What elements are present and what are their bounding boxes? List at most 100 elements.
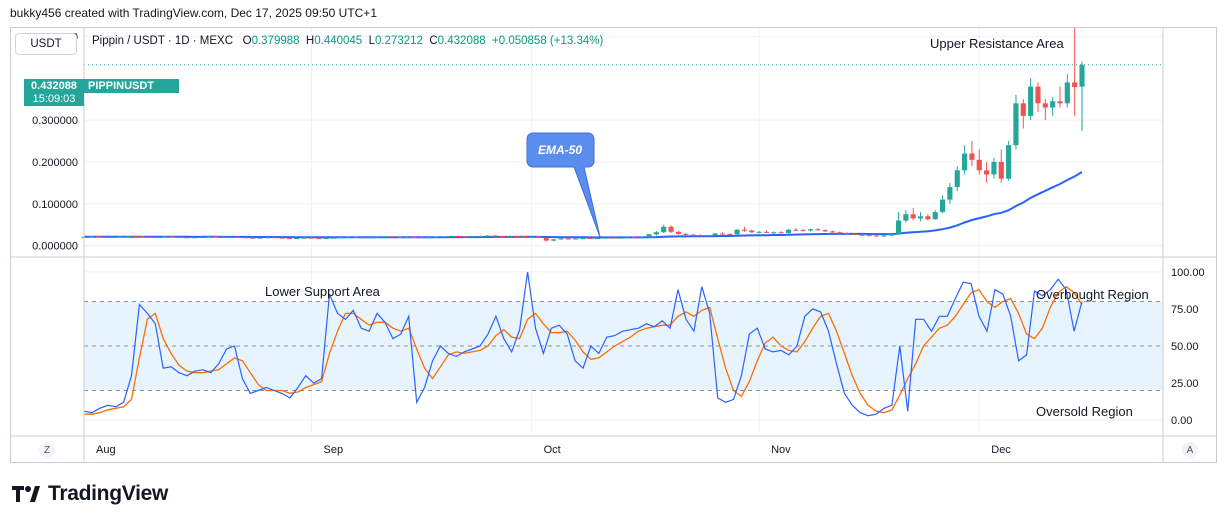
candle-body [822,230,828,232]
candle-body [668,226,674,232]
time-tick-label: Oct [544,444,561,456]
candle-body [543,237,549,241]
candle-body [653,232,659,235]
candle-body [367,237,373,239]
candle-body [837,232,843,234]
candle-body [448,236,454,238]
candle-body [514,236,520,238]
stoch-d-line [84,285,1083,415]
candle-body [499,236,505,238]
legend-high: 0.440045 [314,35,363,47]
legend-symbol: Pippin / USDT · 1D · MEXC [92,35,234,47]
candle-body [925,216,931,220]
candle-body [220,236,226,238]
candle-body [866,235,872,237]
z-button[interactable]: Z [39,442,55,458]
candle-body [1057,101,1063,104]
candle-body [551,239,557,241]
candle-body [257,237,263,239]
candle-body [169,236,175,238]
stoch-tick-label: 50.00 [1171,341,1199,353]
candle-body [345,236,351,238]
candle-body [741,229,748,231]
candle-body [646,234,652,238]
candle-body [154,236,160,238]
candle-body [881,235,887,237]
candle-body [565,238,571,240]
auto-scale-button[interactable]: A [1182,442,1198,458]
candle-body [631,237,637,239]
candle-body [316,238,322,240]
candle-body [778,232,784,234]
lower-support-label: Lower Support Area [265,284,381,299]
candle-body [140,236,146,238]
candle-body [624,237,630,239]
candle-body [587,238,593,240]
candle-body [1013,103,1019,146]
ema-callout-label: EMA-50 [538,143,582,157]
tradingview-logo-text: TradingView [48,482,169,505]
candle-body [308,237,315,239]
upper-resistance-label: Upper Resistance Area [930,36,1064,51]
candle-body [1042,103,1048,108]
candle-body [433,236,439,238]
candle-body [411,236,417,238]
candle-body [162,236,168,238]
candle-body [609,237,615,239]
candle-body [536,236,542,238]
candle-body [800,230,806,232]
candle-body [360,237,366,239]
candle-body [895,220,902,234]
candle-body [110,236,116,238]
tradingview-logo[interactable]: TradingView [12,482,168,506]
candle-body [785,229,792,234]
time-tick-label: Aug [96,444,116,456]
candle-body [617,237,623,239]
tradingview-logo-icon [12,486,40,502]
price-tag-countdown: 15:09:03 [24,93,84,106]
candle-body [793,229,799,231]
candle-body [683,233,689,235]
candle-body [1035,86,1041,104]
candle-body [1028,86,1034,116]
candle-body [844,233,850,235]
candle-body [382,236,388,238]
candle-body [991,161,997,175]
ohlc-legend: Pippin / USDT · 1D · MEXC O0.379988 H0.4… [92,35,603,47]
price-tick-label: 0.100000 [32,199,78,211]
candle-body [1020,103,1026,116]
legend-c-label: C [429,35,438,47]
candle-body [250,237,256,239]
candle-body [455,236,461,238]
candle-body [492,235,498,237]
currency-button[interactable]: USDT [15,33,77,55]
overbought-label: Overbought Region [1036,287,1149,302]
candle-body [705,235,711,237]
candle-body [132,236,138,238]
candle-body [756,231,762,233]
candle-body [286,238,293,240]
price-tag-value: 0.432088 [24,79,84,93]
ema50-line [84,171,1083,239]
candle-body [580,238,586,240]
legend-change: +0.050858 (+13.34%) [492,35,604,47]
candle-body [984,170,990,175]
price-tag: 0.432088 PIPPINUSDT 15:09:03 [24,79,179,107]
candle-body [176,236,182,238]
candle-body [125,236,131,238]
candle-body [529,236,535,238]
candle-body [96,236,102,238]
candle-body [272,237,278,239]
candle-body [521,236,527,238]
ema-line [84,171,1083,239]
candle-body [184,237,190,239]
candle-body [396,236,403,238]
candle-body [418,237,425,239]
candle-body [763,231,770,233]
candle-body [771,232,777,234]
candle-body [235,236,241,238]
candle-body [719,233,725,235]
candle-body [389,236,395,238]
candle-body [976,159,982,171]
